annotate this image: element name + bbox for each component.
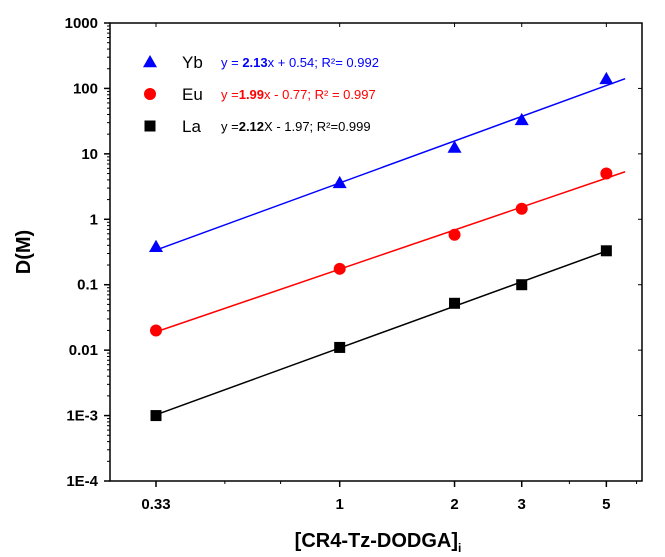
x-axis-title: [CR4-Tz-DODGA]i	[295, 530, 462, 555]
x-tick-labels: 0.33 1 2 3 5	[141, 496, 610, 513]
marker-la	[600, 245, 612, 257]
x-tick-label: 1	[336, 496, 344, 513]
y-axis-title: D(M)	[13, 230, 35, 274]
legend-label-yb: Yb	[182, 53, 203, 72]
y-tick-labels: 1E-4 1E-3 0.01 0.1 1 10 100 1000	[65, 15, 99, 490]
x-tick-label: 0.33	[141, 496, 170, 513]
legend-marker-eu	[144, 88, 156, 100]
x-tick-label: 2	[450, 496, 458, 513]
y-tick-label: 100	[73, 80, 98, 97]
marker-eu	[600, 167, 613, 180]
marker-eu	[150, 324, 163, 337]
marker-yb	[599, 71, 614, 85]
legend-equation-eu: y =1.99x - 0.77; R² = 0.997	[221, 87, 376, 102]
x-tick-label: 3	[518, 496, 526, 513]
x-tick-label: 5	[602, 496, 610, 513]
y-tick-label: 1000	[65, 15, 98, 32]
marker-yb	[447, 140, 462, 153]
marker-la	[150, 410, 162, 422]
y-tick-label: 0.1	[77, 277, 98, 294]
fit-line-yb	[155, 77, 626, 251]
y-tick-label: 0.01	[69, 342, 98, 359]
legend-marker-yb	[143, 55, 157, 68]
legend-label-la: La	[182, 117, 201, 136]
legend-marker-la	[144, 120, 156, 132]
marker-yb	[149, 239, 164, 253]
marker-eu	[448, 228, 461, 241]
legend-label-eu: Eu	[182, 85, 203, 104]
y-tick-label: 1	[90, 211, 98, 228]
fit-line-la	[155, 250, 607, 416]
y-tick-label: 1E-4	[66, 473, 98, 490]
data-markers	[149, 71, 614, 422]
legend: Yb y = 2.13x + 0.54; R²= 0.992 Eu y =1.99x …	[143, 53, 379, 136]
marker-yb	[514, 112, 529, 126]
plot-frame	[109, 22, 643, 482]
legend-equation-yb: y = 2.13x + 0.54; R²= 0.992	[221, 55, 379, 70]
axis-ticks	[104, 22, 642, 487]
marker-eu	[333, 262, 346, 275]
marker-la	[516, 279, 528, 291]
marker-yb	[332, 175, 347, 189]
y-tick-label: 1E-3	[66, 408, 98, 425]
marker-la	[449, 297, 461, 309]
fit-lines	[155, 77, 626, 416]
y-tick-label: 10	[81, 146, 98, 163]
marker-eu	[515, 202, 528, 215]
fit-line-eu	[155, 171, 626, 333]
marker-la	[334, 341, 346, 353]
legend-equation-la: y =2.12X - 1.97; R²=0.999	[221, 119, 371, 134]
